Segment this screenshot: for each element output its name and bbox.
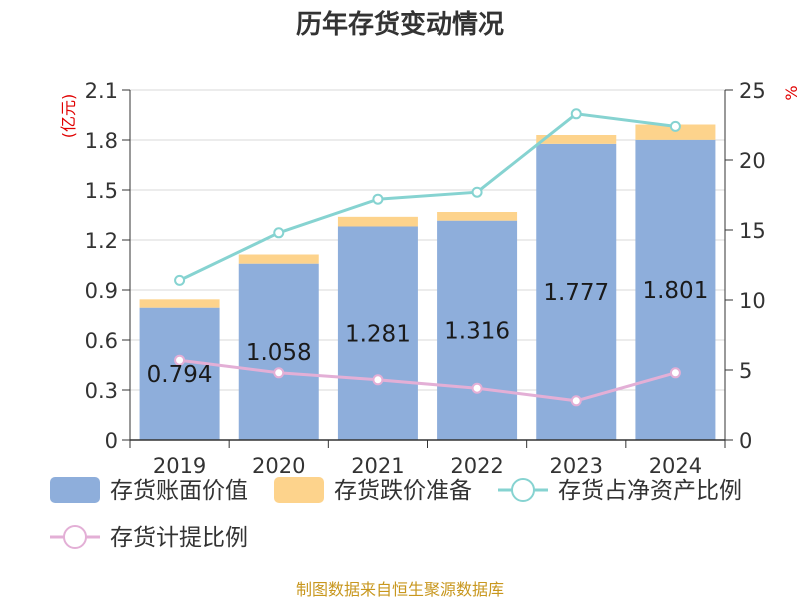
bar-book-value: [437, 220, 518, 440]
line-point: [570, 395, 582, 407]
legend-label: 存货计提比例: [110, 525, 248, 551]
line-point: [372, 193, 384, 205]
bar-book-value: [635, 139, 716, 441]
axes: 0 0.3 0.6 0.9 1.2 1.5 1.8 2.1 0 5 10 15 20 25 2019 2020…: [85, 79, 766, 478]
x-axis-tick-label: 2024: [649, 454, 702, 478]
left-axis-unit: (亿元): [59, 94, 78, 139]
left-axis-tick-label: 0.9: [85, 279, 118, 303]
bar-value-label: 1.801: [642, 278, 708, 304]
bar-impairment-reserve: [238, 254, 319, 264]
line-provision-ratio: [179, 358, 676, 403]
right-axis-tick-label: 5: [739, 359, 752, 383]
bar-value-label: 1.316: [444, 318, 510, 344]
chart-title: 历年存货变动情况: [296, 9, 504, 40]
legend-swatch: [50, 477, 100, 503]
x-axis-tick-label: 2022: [450, 454, 503, 478]
line-point: [273, 227, 285, 239]
right-axis-tick-label: 0: [739, 429, 752, 453]
line-point: [471, 382, 483, 394]
legend-swatch: [274, 477, 324, 503]
legend-marker: [511, 478, 535, 502]
line-point: [273, 367, 285, 379]
legend-label: 存货跌价准备: [334, 478, 472, 504]
line-point: [471, 186, 483, 198]
left-axis-tick-label: 1.8: [85, 129, 118, 153]
left-axis-tick-label: 0: [105, 429, 118, 453]
left-axis-tick-label: 1.2: [85, 229, 118, 253]
grid-lines: [130, 89, 725, 441]
line-point: [570, 108, 582, 120]
x-axis-tick-label: 2020: [252, 454, 305, 478]
bar-impairment-reserve: [635, 124, 716, 140]
line-net-asset-ratio: [178, 112, 676, 282]
left-axis-tick-label: 0.6: [85, 329, 118, 353]
right-axis-unit: %: [782, 85, 800, 100]
line-point: [174, 274, 186, 286]
bar-impairment-reserve: [337, 216, 418, 227]
data-source-note: 制图数据来自恒生聚源数据库: [296, 580, 504, 599]
legend-marker: [63, 525, 87, 549]
bar-book-value: [139, 307, 220, 440]
x-axis-tick-label: 2019: [153, 454, 206, 478]
legend-label: 存货账面价值: [110, 478, 248, 504]
bar-book-value: [337, 226, 418, 440]
bar-value-label: 1.058: [246, 340, 312, 366]
line-point: [669, 367, 681, 379]
bar-book-value: [238, 263, 319, 440]
bar-value-label: 0.794: [147, 362, 213, 388]
left-axis-tick-label: 0.3: [85, 379, 118, 403]
data-labels: 0.794 1.058 1.281 1.316 1.777 1.801: [147, 278, 709, 388]
x-axis-tick-label: 2021: [351, 454, 404, 478]
left-axis-tick-label: 1.5: [85, 179, 118, 203]
bar-impairment-reserve: [536, 135, 617, 144]
right-axis-tick-label: 15: [739, 219, 766, 243]
bar-book-value: [536, 143, 617, 441]
bar-impairment-reserve: [437, 212, 518, 221]
bar-series: [139, 124, 716, 441]
right-axis-tick-label: 20: [739, 149, 766, 173]
line-point: [372, 374, 384, 386]
line-point: [174, 354, 186, 366]
x-axis-tick-label: 2023: [550, 454, 603, 478]
right-axis-tick-label: 10: [739, 289, 766, 313]
bar-impairment-reserve: [139, 299, 220, 308]
left-axis-tick-label: 2.1: [85, 79, 118, 103]
legend-label: 存货占净资产比例: [558, 478, 742, 504]
bar-value-label: 1.281: [345, 321, 411, 347]
line-point: [669, 120, 681, 132]
line-series: [174, 108, 681, 407]
bar-value-label: 1.777: [543, 280, 609, 306]
right-axis-tick-label: 25: [739, 79, 766, 103]
